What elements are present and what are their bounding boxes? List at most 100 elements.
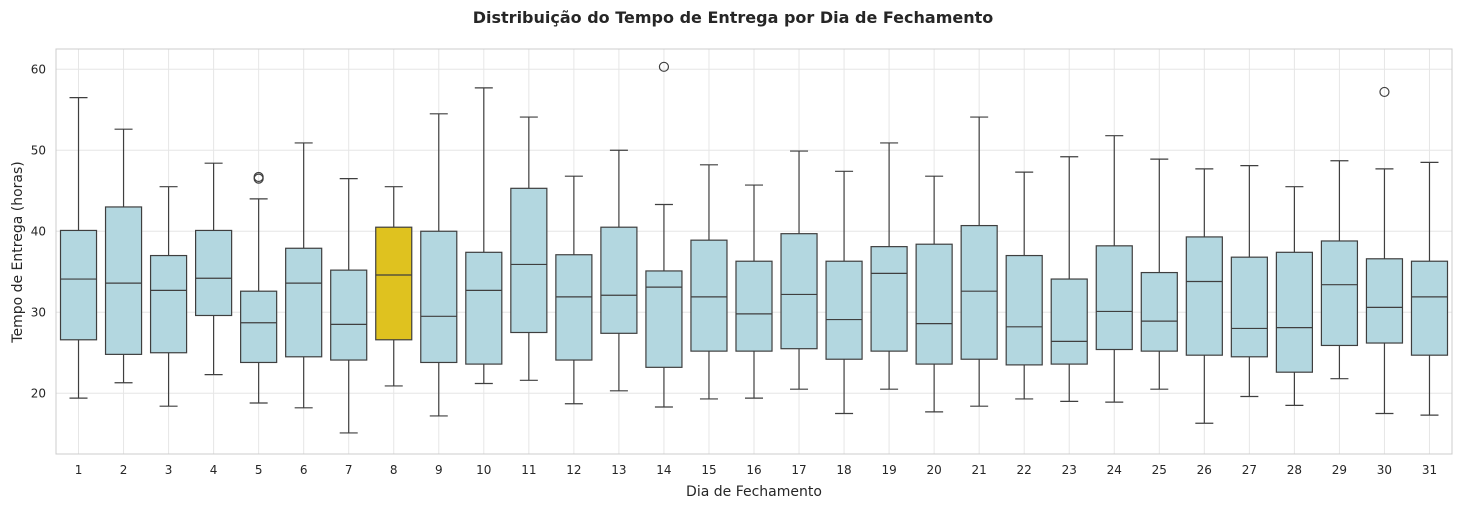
box-1 — [59, 96, 98, 399]
box-11 — [510, 116, 548, 381]
box-body — [375, 226, 413, 341]
x-tick-label: 2 — [120, 463, 128, 477]
x-tick-label: 22 — [1017, 463, 1032, 477]
box-18 — [825, 170, 863, 415]
box-14 — [645, 61, 683, 408]
box-body — [149, 254, 188, 354]
x-tick-label: 27 — [1242, 463, 1257, 477]
box-body — [330, 269, 368, 361]
box-body — [240, 290, 278, 364]
x-tick-label: 23 — [1062, 463, 1077, 477]
x-axis-ticks: 1 2 3 4 5 6 7 8 9 10 11 12 13 14 15 16 17 18 19 20 21 22 23 24 2… — [75, 463, 1437, 477]
outlier-point — [253, 171, 264, 183]
box-29 — [1320, 160, 1359, 380]
box-body — [420, 230, 458, 364]
outlier-point — [1379, 86, 1390, 98]
box-series — [59, 61, 1449, 434]
chart-title: Distribuição do Tempo de Entrega por Dia… — [473, 8, 994, 27]
box-17 — [780, 150, 818, 390]
x-tick-label: 16 — [746, 463, 761, 477]
box-body — [1095, 245, 1133, 351]
box-body — [555, 254, 593, 361]
box-body — [1410, 260, 1449, 356]
box-body — [510, 187, 548, 334]
x-tick-label: 8 — [390, 463, 398, 477]
box-body — [1230, 256, 1268, 358]
x-tick-label: 9 — [435, 463, 443, 477]
box-9 — [420, 113, 458, 417]
x-tick-label: 26 — [1197, 463, 1212, 477]
x-tick-label: 15 — [701, 463, 716, 477]
x-tick-label: 7 — [345, 463, 353, 477]
x-tick-label: 12 — [566, 463, 581, 477]
x-tick-label: 14 — [656, 463, 671, 477]
x-tick-label: 1 — [75, 463, 83, 477]
box-body — [104, 206, 143, 355]
box-3 — [149, 186, 188, 407]
x-tick-label: 29 — [1332, 463, 1347, 477]
box-25 — [1140, 158, 1178, 390]
y-tick-label: 30 — [31, 305, 46, 319]
box-7 — [330, 178, 368, 434]
box-22 — [1005, 171, 1043, 400]
box-body — [690, 239, 728, 352]
box-body — [285, 247, 323, 358]
x-tick-label: 13 — [611, 463, 626, 477]
box-body — [1275, 251, 1313, 373]
x-tick-label: 24 — [1107, 463, 1122, 477]
box-21 — [960, 116, 998, 407]
y-axis-ticks: 20 30 40 50 60 — [31, 62, 46, 400]
box-6 — [285, 142, 323, 409]
x-tick-label: 21 — [972, 463, 987, 477]
x-tick-label: 4 — [210, 463, 218, 477]
box-30 — [1365, 86, 1404, 415]
box-26 — [1185, 168, 1223, 424]
x-tick-label: 20 — [926, 463, 941, 477]
box-body — [195, 229, 233, 317]
box-body — [1185, 236, 1223, 356]
outlier-point — [658, 61, 670, 72]
box-body — [915, 243, 953, 365]
y-tick-label: 50 — [31, 143, 46, 157]
box-body — [735, 260, 773, 352]
plot-frame — [55, 48, 1453, 455]
box-body — [1320, 240, 1359, 347]
box-body — [960, 224, 998, 360]
x-axis-label: Dia de Fechamento — [686, 484, 822, 500]
x-tick-label: 18 — [836, 463, 851, 477]
box-15 — [690, 164, 728, 400]
x-tick-label: 19 — [881, 463, 896, 477]
box-12 — [555, 175, 593, 405]
x-tick-label: 17 — [791, 463, 806, 477]
box-body — [825, 260, 863, 360]
box-body — [645, 270, 683, 368]
box-8 — [375, 186, 413, 387]
box-16 — [735, 184, 773, 399]
x-tick-label: 10 — [476, 463, 491, 477]
box-2 — [104, 128, 143, 384]
box-23 — [1050, 156, 1088, 402]
box-body — [1365, 258, 1404, 344]
box-27 — [1230, 165, 1268, 398]
y-tick-label: 40 — [31, 224, 46, 238]
x-tick-label: 5 — [255, 463, 263, 477]
box-20 — [915, 175, 953, 413]
box-body — [600, 226, 638, 334]
box-19 — [870, 142, 908, 390]
box-body — [1005, 254, 1043, 366]
x-tick-label: 6 — [300, 463, 308, 477]
box-4 — [195, 162, 233, 376]
x-tick-label: 28 — [1287, 463, 1302, 477]
box-24 — [1095, 135, 1133, 403]
box-body — [780, 233, 818, 350]
x-tick-label: 31 — [1422, 463, 1437, 477]
box-5 — [240, 171, 278, 404]
x-tick-label: 25 — [1152, 463, 1167, 477]
box-31 — [1410, 161, 1449, 416]
y-axis-label: Tempo de Entrega (horas) — [10, 161, 26, 343]
box-13 — [600, 149, 638, 392]
y-tick-label: 60 — [31, 62, 46, 76]
box-body — [870, 246, 908, 352]
box-10 — [465, 87, 503, 385]
